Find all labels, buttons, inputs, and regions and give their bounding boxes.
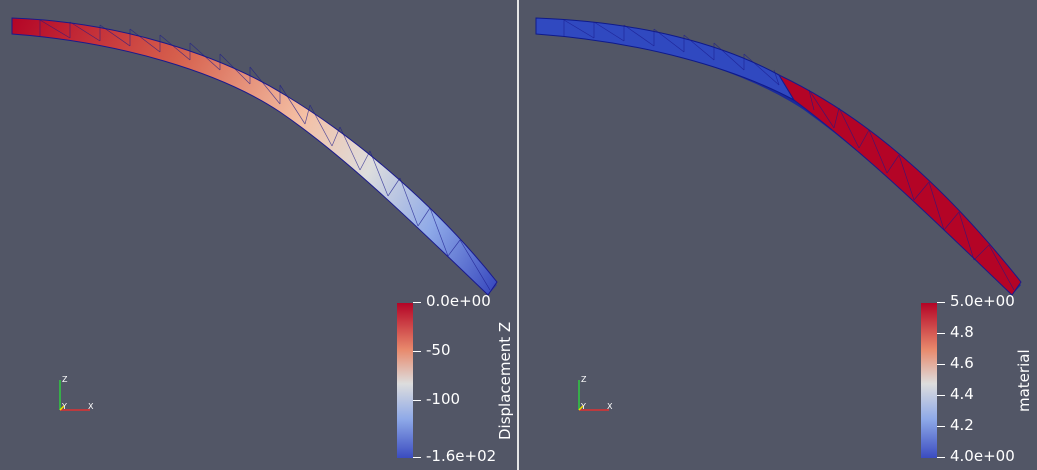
axis-label-y: Y (581, 402, 586, 411)
render-view-right[interactable]: 5.0e+00 4.8 4.6 4.4 4.2 4.0e+00 material… (519, 0, 1037, 470)
colorbar-label-5-0: 5.0e+00 (950, 292, 1015, 310)
orientation-axes-widget (578, 380, 609, 411)
view-splitter[interactable] (517, 0, 519, 470)
colorbar-displacement-z (397, 303, 413, 458)
colorbar-label-mid1: -50 (426, 341, 451, 359)
colorbar-label-4-0: 4.0e+00 (950, 447, 1015, 465)
colorbar-title: material (1015, 349, 1033, 412)
colorbar-label-4-6: 4.6 (950, 354, 974, 372)
colorbar-title: Displacement Z (496, 321, 514, 440)
axis-label-z: Z (581, 375, 587, 384)
orientation-axes-widget (59, 380, 90, 411)
colorbar-label-4-8: 4.8 (950, 323, 974, 341)
axis-label-z: Z (62, 375, 68, 384)
axis-label-x: X (88, 402, 94, 411)
colorbar-label-mid2: -100 (426, 390, 461, 408)
colorbar-label-4-2: 4.2 (950, 416, 974, 434)
colorbar-label-4-4: 4.4 (950, 385, 974, 403)
colorbar-material (921, 303, 937, 458)
colorbar-label-min: -1.6e+02 (426, 447, 497, 465)
beam-mesh-displacement (11, 17, 498, 296)
render-view-left[interactable]: 0.0e+00 -50 -100 -1.6e+02 Displacement Z… (0, 0, 517, 470)
colorbar-label-max: 0.0e+00 (426, 292, 491, 310)
beam-mesh-material (535, 17, 1022, 296)
axis-label-y: Y (62, 402, 67, 411)
colorbar-ticks (413, 300, 421, 460)
axis-label-x: X (607, 402, 613, 411)
colorbar-ticks (937, 300, 945, 460)
